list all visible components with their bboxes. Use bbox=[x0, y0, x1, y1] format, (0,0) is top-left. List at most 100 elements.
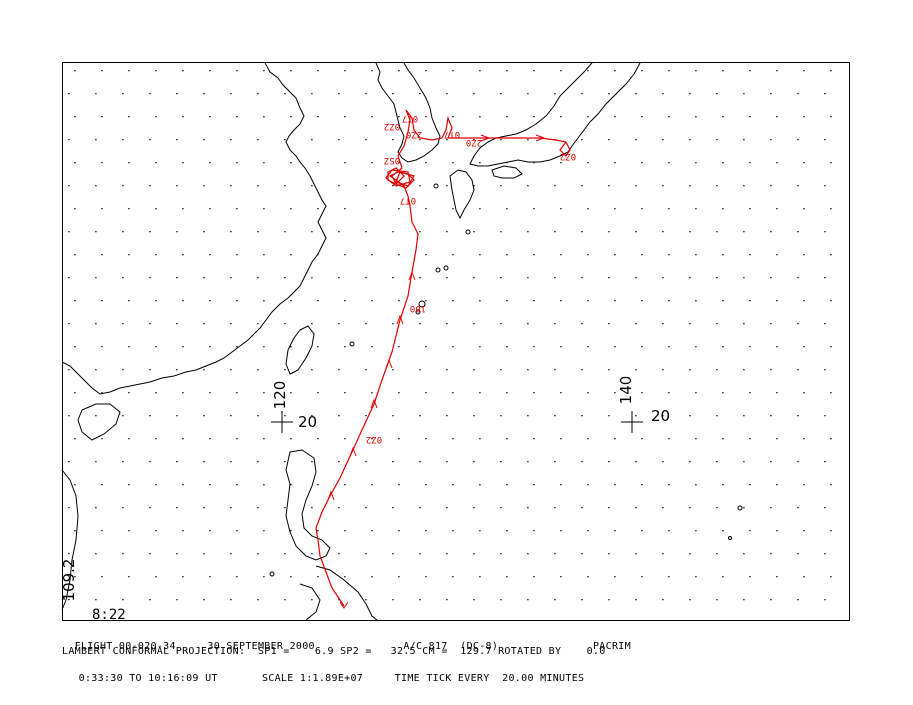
grid-dot bbox=[479, 300, 481, 302]
grid-dot bbox=[824, 369, 826, 371]
grid-dot bbox=[203, 507, 205, 509]
grid-dot bbox=[149, 461, 151, 463]
grid-dot bbox=[290, 346, 292, 348]
grid-dot bbox=[635, 507, 637, 509]
grid-dot bbox=[452, 254, 454, 256]
grid-dot bbox=[776, 254, 778, 256]
grid-dot bbox=[743, 507, 745, 509]
flight-track bbox=[315, 109, 571, 607]
grid-dot bbox=[371, 300, 373, 302]
grid-dot bbox=[392, 415, 394, 417]
grid-dot bbox=[128, 116, 130, 118]
track-time-label: 0T7 bbox=[400, 195, 416, 205]
grid-dot bbox=[554, 185, 556, 187]
grid-dot bbox=[749, 254, 751, 256]
corner-time-label: 8:22 bbox=[92, 607, 126, 623]
grid-dot bbox=[479, 254, 481, 256]
grid-dot bbox=[74, 530, 76, 532]
footer-line-2: LAMBERT CONFORMAL PROJECTION: SP1 = 6.9 … bbox=[62, 646, 606, 657]
grid-dot bbox=[506, 208, 508, 210]
grid-dot bbox=[743, 553, 745, 555]
grid-dot bbox=[581, 553, 583, 555]
grid-dot bbox=[236, 208, 238, 210]
grid-dot bbox=[419, 553, 421, 555]
grid-dot bbox=[473, 93, 475, 95]
grid-dot bbox=[155, 438, 157, 440]
grid-dot bbox=[776, 484, 778, 486]
grid-dot bbox=[527, 415, 529, 417]
grid-dot bbox=[500, 185, 502, 187]
time-tick bbox=[408, 270, 416, 281]
grid-dot bbox=[203, 185, 205, 187]
grid-dot bbox=[506, 438, 508, 440]
grid-dot bbox=[749, 438, 751, 440]
grid-dot bbox=[344, 530, 346, 532]
grid-dot bbox=[797, 553, 799, 555]
grid-dot bbox=[419, 369, 421, 371]
grid-dot bbox=[635, 369, 637, 371]
grid-dot bbox=[446, 599, 448, 601]
time-ticks bbox=[327, 134, 546, 609]
grid-dot bbox=[68, 323, 70, 325]
grid-dot bbox=[743, 185, 745, 187]
grid-dot bbox=[749, 392, 751, 394]
grid-dot bbox=[203, 369, 205, 371]
grid-dot bbox=[587, 300, 589, 302]
grid-dot bbox=[371, 576, 373, 578]
grid-dot bbox=[203, 231, 205, 233]
grid-dot bbox=[560, 162, 562, 164]
grid-dot bbox=[614, 530, 616, 532]
grid-dot bbox=[635, 93, 637, 95]
grid-dot bbox=[803, 438, 805, 440]
grid-dot bbox=[527, 139, 529, 141]
grid-dot bbox=[155, 162, 157, 164]
grid-dot bbox=[128, 530, 130, 532]
grid-dot bbox=[506, 70, 508, 72]
grid-dot bbox=[722, 576, 724, 578]
grid-dot bbox=[803, 70, 805, 72]
grid-dot bbox=[209, 484, 211, 486]
grid-dot bbox=[446, 553, 448, 555]
time-tick bbox=[327, 490, 335, 501]
grid-dot bbox=[101, 530, 103, 532]
grid-dot bbox=[668, 438, 670, 440]
grid-dot bbox=[668, 300, 670, 302]
spacer bbox=[363, 673, 395, 684]
grid-dot bbox=[122, 461, 124, 463]
grid-dot bbox=[500, 599, 502, 601]
grid-dot bbox=[182, 484, 184, 486]
grid-dot bbox=[209, 346, 211, 348]
grid-dot bbox=[803, 162, 805, 164]
grid-dot bbox=[824, 185, 826, 187]
track-time-label: 0Z2 bbox=[560, 151, 576, 161]
grid-dot bbox=[662, 553, 664, 555]
grid-dot bbox=[236, 392, 238, 394]
grid-dot bbox=[776, 346, 778, 348]
grid-dot bbox=[155, 392, 157, 394]
grid-dot bbox=[797, 369, 799, 371]
grid-dot bbox=[203, 139, 205, 141]
grid-dot bbox=[770, 323, 772, 325]
grid-dot bbox=[797, 139, 799, 141]
grid-dot bbox=[749, 484, 751, 486]
grid-dot bbox=[425, 116, 427, 118]
grid-dot bbox=[641, 300, 643, 302]
grid-dot bbox=[506, 300, 508, 302]
grid-dot bbox=[338, 323, 340, 325]
grid-dot bbox=[398, 162, 400, 164]
grid-dot bbox=[446, 93, 448, 95]
grid-dot bbox=[695, 530, 697, 532]
grid-dot bbox=[527, 93, 529, 95]
grid-dot bbox=[641, 576, 643, 578]
grid-dot bbox=[770, 369, 772, 371]
grid-dot bbox=[446, 323, 448, 325]
grid-dot bbox=[95, 599, 97, 601]
grid-dot bbox=[716, 369, 718, 371]
grid-dot bbox=[743, 277, 745, 279]
lat-label-20-a: 20 bbox=[298, 413, 317, 431]
grid-dot bbox=[641, 254, 643, 256]
grid-dot bbox=[554, 323, 556, 325]
grid-dot bbox=[209, 208, 211, 210]
grid-dot bbox=[608, 415, 610, 417]
grid-dot bbox=[257, 369, 259, 371]
